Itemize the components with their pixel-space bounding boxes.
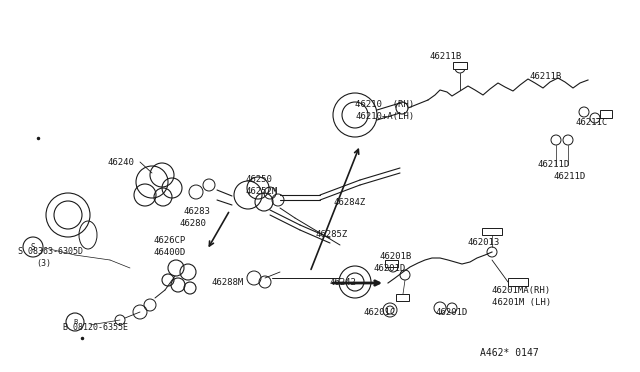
Text: 46285Z: 46285Z: [316, 230, 348, 239]
Text: 46280: 46280: [179, 219, 206, 228]
Text: 46211C: 46211C: [575, 118, 607, 127]
Text: S: S: [31, 243, 35, 251]
Text: 46210+A(LH): 46210+A(LH): [355, 112, 414, 121]
Text: S 08363-6305D: S 08363-6305D: [18, 247, 83, 256]
Text: 46240: 46240: [107, 158, 134, 167]
Text: 4626CP: 4626CP: [153, 236, 185, 245]
Text: 46201B: 46201B: [379, 252, 412, 261]
Text: 46211B: 46211B: [530, 72, 563, 81]
Text: 46201D: 46201D: [435, 308, 467, 317]
Text: 46210  (RH): 46210 (RH): [355, 100, 414, 109]
Text: 46242: 46242: [330, 278, 357, 287]
Text: 46284Z: 46284Z: [333, 198, 365, 207]
Text: 46288M: 46288M: [211, 278, 243, 287]
Text: 46211B: 46211B: [430, 52, 462, 61]
Text: A462* 0147: A462* 0147: [480, 348, 539, 358]
Text: B: B: [73, 319, 77, 325]
Bar: [508, 278, 528, 286]
Bar: [396, 294, 409, 301]
Bar: [385, 260, 398, 267]
Bar: [600, 110, 612, 118]
Text: 46250: 46250: [246, 175, 273, 184]
Text: 46201D: 46201D: [374, 264, 406, 273]
Text: 46283: 46283: [183, 207, 210, 216]
Text: 46201C: 46201C: [363, 308, 396, 317]
Bar: [482, 228, 502, 235]
Bar: [453, 62, 467, 69]
Text: B 08120-6355E: B 08120-6355E: [63, 323, 128, 332]
Text: 462013: 462013: [468, 238, 500, 247]
Text: 46201MA(RH): 46201MA(RH): [492, 286, 551, 295]
Text: (3): (3): [36, 259, 51, 268]
Text: 46252M: 46252M: [246, 187, 278, 196]
Text: 46400D: 46400D: [153, 248, 185, 257]
Text: 46211D: 46211D: [554, 172, 586, 181]
Text: 46201M (LH): 46201M (LH): [492, 298, 551, 307]
Text: 46211D: 46211D: [538, 160, 570, 169]
